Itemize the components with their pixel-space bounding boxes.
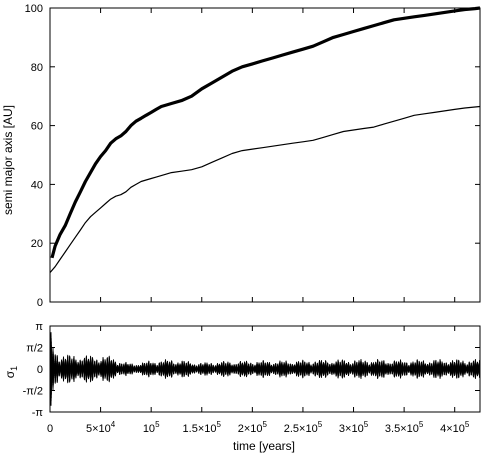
bottom-x-tick-label: 4×105 <box>440 420 470 435</box>
bottom-y-tick-label: 0 <box>37 364 43 376</box>
bottom-series-group <box>49 332 481 406</box>
bottom-tick-labels: -π -π/2 0 π/2 π 0 5×104 105 1.5×105 2×105 2.5×105 3… <box>23 321 470 435</box>
bottom-x-tick-label: 5×104 <box>86 420 116 435</box>
bottom-y-tick-label: π/2 <box>26 342 43 354</box>
bottom-x-axis-label: time [years] <box>233 439 295 453</box>
bottom-x-tick-label: 2×105 <box>238 420 268 435</box>
bottom-x-tick-label: 1.5×105 <box>183 420 222 435</box>
top-y-tick-label: 100 <box>25 3 43 15</box>
bottom-y-tick-label: -π <box>32 407 44 419</box>
bottom-x-tick-label: 105 <box>143 420 160 435</box>
inner-orbit-series-line <box>49 105 481 273</box>
top-y-tick-label: 40 <box>31 179 43 191</box>
bottom-y-tick-label: -π/2 <box>23 386 43 398</box>
top-series-group <box>49 6 481 273</box>
top-y-tick-label: 20 <box>31 238 43 250</box>
sigma-subscript: 1 <box>9 366 19 371</box>
sigma-series-line <box>49 332 481 406</box>
top-plot-frame <box>49 7 481 303</box>
bottom-y-tick-label: π <box>35 321 43 333</box>
top-axis-ticks <box>49 7 480 303</box>
top-y-tick-labels: 0 20 40 60 80 100 <box>25 3 43 309</box>
top-y-tick-label: 60 <box>31 121 43 133</box>
bottom-x-tick-label: 3×105 <box>339 420 369 435</box>
outer-orbit-series-line <box>50 6 481 259</box>
top-y-axis-label: semi major axis [AU] <box>1 105 15 215</box>
top-y-tick-label: 80 <box>31 62 43 74</box>
bottom-y-axis-label: σ1 <box>3 366 19 378</box>
sigma-symbol: σ <box>3 370 17 378</box>
semi-major-axis-panel: 0 20 40 60 80 100 semi major axis [AU] <box>1 3 481 309</box>
top-y-tick-label: 0 <box>37 297 43 309</box>
sigma-panel: -π -π/2 0 π/2 π 0 5×104 105 1.5×105 2×105 2.5×105 3… <box>3 321 481 453</box>
bottom-x-tick-label: 2.5×105 <box>284 420 323 435</box>
bottom-axis-ticks <box>49 325 480 413</box>
bottom-x-tick-label: 0 <box>47 423 53 435</box>
bottom-x-tick-label: 3.5×105 <box>385 420 424 435</box>
